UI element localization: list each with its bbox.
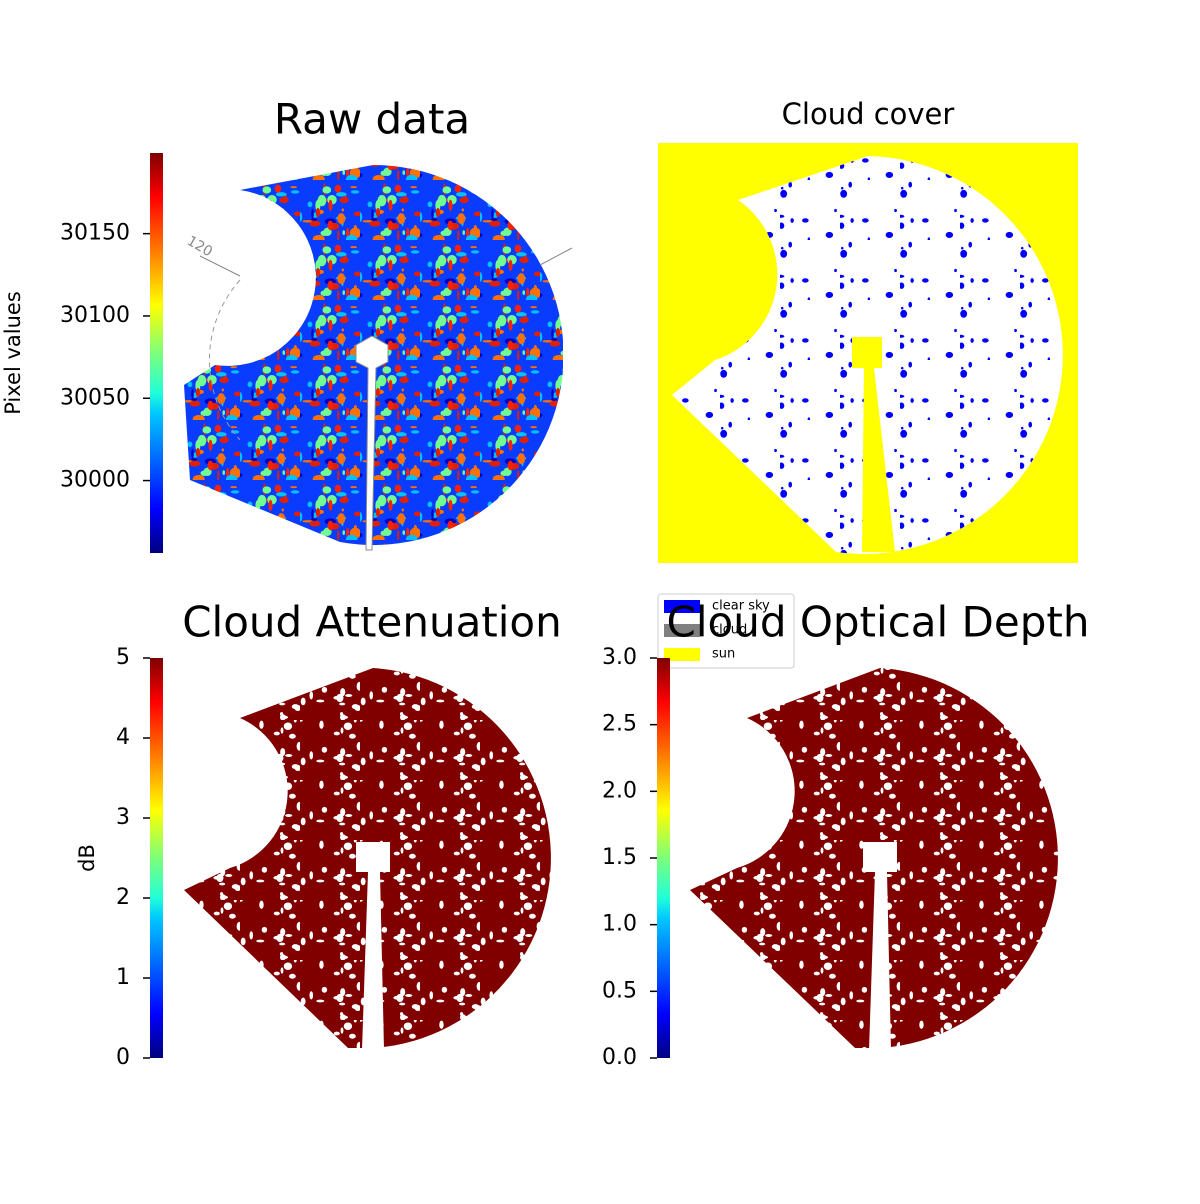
legend-swatch [664, 600, 700, 613]
y-tick-label: 30100 [60, 303, 130, 328]
legend-label: clear sky [712, 599, 770, 614]
legend-label: sun [712, 647, 735, 662]
y-tick-label: 0 [116, 1045, 130, 1070]
stand [355, 335, 389, 551]
stand [852, 337, 895, 552]
colorbar [150, 658, 163, 1058]
title: Cloud Attenuation [182, 598, 562, 647]
panel-cloud-cover: Cloud cover clear sky cloud sun [657, 97, 1078, 669]
y-tick-label: 0.0 [602, 1045, 637, 1070]
y-tick-label: 2.5 [602, 712, 637, 737]
y-tick-label: 2 [116, 885, 130, 910]
panel-attenuation: Cloud Attenuation dB 0 1 2 3 4 5 [75, 598, 562, 1071]
legend-swatch [664, 624, 700, 637]
annotation-line [539, 247, 573, 266]
title: Raw data [274, 95, 470, 144]
y-tick-label: 4 [116, 725, 130, 750]
y-tick-label: 30000 [60, 468, 130, 493]
y-tick-label: 1 [116, 965, 130, 990]
stand [356, 842, 390, 1050]
stand [863, 842, 897, 1050]
colorbar [657, 658, 670, 1058]
y-tick-label: 1.5 [602, 845, 637, 870]
panel-raw: Raw data Pixel values 120 30000 30050 3010… [1, 95, 573, 553]
y-tick-label: 3 [116, 805, 130, 830]
colorbar-label: Pixel values [1, 291, 25, 415]
legend-label: cloud [712, 623, 747, 638]
y-tick-label: 1.0 [602, 912, 637, 937]
y-tick-label: 30050 [60, 385, 130, 410]
y-tick-label: 3.0 [602, 645, 637, 670]
y-tick-label: 30150 [60, 221, 130, 246]
y-tick-label: 5 [116, 645, 130, 670]
title: Cloud cover [782, 97, 955, 131]
colorbar-label: dB [75, 844, 99, 872]
y-tick-label: 0.5 [602, 978, 637, 1003]
annotation-line [199, 255, 241, 277]
annotation: 120 [184, 233, 215, 260]
colorbar [150, 153, 163, 553]
legend-swatch [664, 648, 700, 661]
y-tick-label: 2.0 [602, 778, 637, 803]
title: Cloud Optical Depth [667, 598, 1090, 647]
